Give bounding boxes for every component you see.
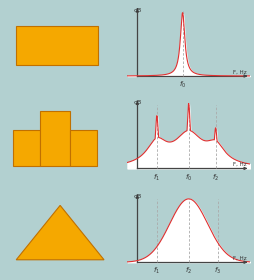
Text: $f_0$: $f_0$ bbox=[178, 80, 185, 90]
Text: F, Hz: F, Hz bbox=[232, 162, 245, 167]
Bar bbox=[16, 27, 97, 66]
Text: $f_2$: $f_2$ bbox=[184, 266, 192, 276]
Text: $f_1$: $f_1$ bbox=[153, 172, 160, 183]
Text: dB: dB bbox=[133, 194, 141, 199]
Text: $f_0$: $f_0$ bbox=[184, 172, 192, 183]
Bar bbox=[13, 130, 40, 166]
Text: $f_1$: $f_1$ bbox=[153, 266, 160, 276]
Bar bbox=[40, 111, 70, 166]
Text: F, Hz: F, Hz bbox=[232, 69, 245, 74]
Polygon shape bbox=[16, 206, 104, 260]
Text: dB: dB bbox=[133, 8, 141, 13]
Text: $f_2$: $f_2$ bbox=[211, 172, 218, 183]
Text: F, Hz: F, Hz bbox=[232, 256, 245, 261]
Text: $f_3$: $f_3$ bbox=[214, 266, 221, 276]
Bar bbox=[70, 130, 96, 166]
Text: dB: dB bbox=[133, 100, 141, 105]
